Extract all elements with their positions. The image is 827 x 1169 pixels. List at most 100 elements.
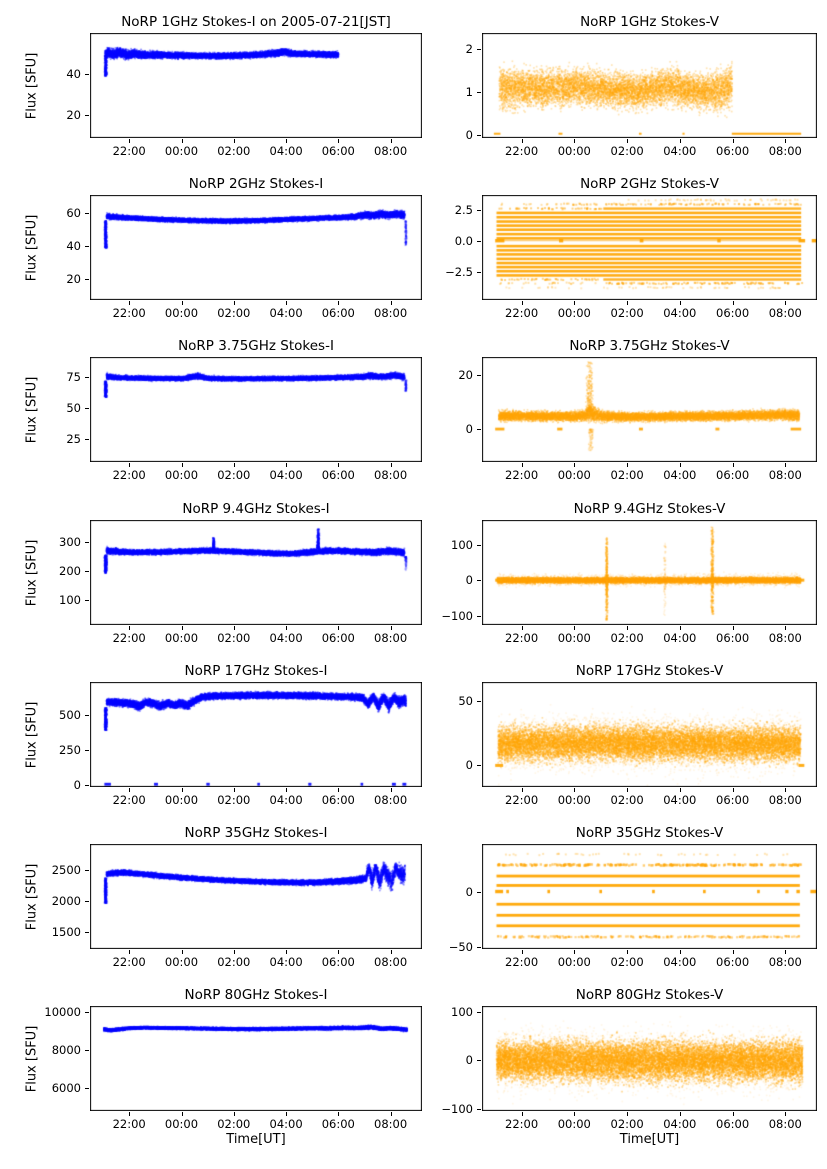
x-tick-label: 00:00: [164, 955, 199, 969]
y-tick-mark: [85, 570, 89, 572]
x-tick-mark: [785, 1112, 787, 1116]
plot-canvas-norp-17ghz-stokes-i: [90, 682, 422, 787]
x-tick-label: 08:00: [374, 1117, 408, 1131]
y-tick-label: 20: [458, 367, 473, 382]
plot-canvas-norp-9-4ghz-stokes-i: [90, 520, 422, 625]
x-tick-label: 02:00: [610, 955, 644, 969]
x-tick-mark: [732, 626, 734, 630]
x-tick-mark: [338, 626, 340, 630]
x-tick-label: 04:00: [663, 793, 697, 807]
x-tick-label: 06:00: [321, 793, 355, 807]
subplot-norp-3-75ghz-stokes-v: [482, 357, 817, 462]
x-tick-label: 08:00: [768, 1117, 802, 1131]
y-tick-label: 20: [66, 272, 81, 287]
y-tick-label: −100: [441, 1102, 473, 1117]
y-tick-label: 1: [465, 84, 473, 99]
x-tick-label: 06:00: [716, 631, 750, 645]
subplot-norp-17ghz-stokes-i: [90, 682, 422, 787]
x-tick-mark: [785, 463, 787, 467]
y-tick-mark: [85, 1011, 89, 1013]
y-tick-label: 2000: [51, 894, 81, 909]
y-tick-mark: [477, 271, 481, 273]
x-tick-mark: [627, 139, 629, 143]
y-tick-label: 10000: [44, 1004, 81, 1019]
x-tick-label: 00:00: [164, 144, 199, 158]
x-tick-mark: [233, 1112, 235, 1116]
y-tick-mark: [477, 374, 481, 376]
y-tick-label: 20: [66, 108, 81, 123]
x-tick-label: 06:00: [716, 144, 750, 158]
y-tick-mark: [477, 1109, 481, 1111]
x-tick-mark: [627, 301, 629, 305]
subplot-norp-9-4ghz-stokes-i: [90, 520, 422, 625]
x-tick-label: 08:00: [374, 144, 408, 158]
chart-title: NoRP 17GHz Stokes-V: [575, 663, 724, 679]
subplot-norp-2ghz-stokes-i: [90, 195, 422, 300]
x-tick-mark: [390, 1112, 392, 1116]
plot-canvas-norp-17ghz-stokes-v: [482, 682, 817, 787]
x-tick-label: 04:00: [269, 306, 303, 320]
x-tick-mark: [129, 139, 131, 143]
y-tick-label: 0: [465, 573, 473, 588]
y-tick-mark: [477, 134, 481, 136]
plot-canvas-norp-1ghz-stokes-i-on-2005-07-21-jst: [90, 33, 422, 138]
y-tick-label: 50: [66, 400, 81, 415]
x-tick-label: 08:00: [374, 955, 408, 969]
x-tick-label: 22:00: [112, 631, 146, 645]
x-tick-label: 22:00: [112, 468, 146, 482]
chart-title: NoRP 1GHz Stokes-V: [580, 14, 719, 30]
x-tick-label: 00:00: [557, 631, 591, 645]
subplot-norp-3-75ghz-stokes-i: [90, 357, 422, 462]
y-tick-label: 2: [465, 42, 473, 57]
x-tick-label: 06:00: [321, 144, 355, 158]
y-tick-mark: [477, 946, 481, 948]
y-tick-label: 8000: [51, 1042, 81, 1057]
x-tick-mark: [785, 626, 787, 630]
x-tick-label: 08:00: [768, 793, 802, 807]
x-tick-label: 06:00: [716, 468, 750, 482]
x-tick-label: 00:00: [164, 1117, 199, 1131]
x-tick-label: 00:00: [164, 306, 199, 320]
x-tick-mark: [521, 139, 523, 143]
y-tick-label: 6000: [51, 1080, 81, 1095]
x-tick-mark: [627, 1112, 629, 1116]
y-tick-label: 100: [451, 1004, 473, 1019]
x-tick-mark: [390, 301, 392, 305]
x-tick-label: 04:00: [269, 468, 303, 482]
x-tick-label: 08:00: [768, 468, 802, 482]
x-tick-mark: [338, 950, 340, 954]
x-tick-label: 00:00: [557, 468, 591, 482]
y-tick-mark: [85, 279, 89, 281]
x-tick-mark: [286, 626, 288, 630]
y-tick-mark: [85, 784, 89, 786]
x-tick-label: 02:00: [610, 144, 644, 158]
x-tick-label: 00:00: [557, 793, 591, 807]
y-tick-mark: [85, 901, 89, 903]
x-tick-label: 00:00: [164, 468, 199, 482]
x-tick-label: 02:00: [610, 631, 644, 645]
subplot-norp-1ghz-stokes-i-on-2005-07-21-jst: [90, 33, 422, 138]
y-tick-label: −50: [448, 939, 473, 954]
y-tick-mark: [85, 715, 89, 717]
x-tick-label: 08:00: [768, 306, 802, 320]
x-tick-mark: [233, 139, 235, 143]
x-tick-mark: [574, 301, 576, 305]
x-axis-label: Time[UT]: [619, 1132, 680, 1147]
y-tick-mark: [477, 1011, 481, 1013]
x-tick-mark: [233, 626, 235, 630]
x-tick-mark: [129, 626, 131, 630]
chart-title: NoRP 9.4GHz Stokes-I: [182, 501, 330, 517]
x-tick-mark: [574, 139, 576, 143]
x-tick-label: 04:00: [269, 631, 303, 645]
chart-title: NoRP 2GHz Stokes-V: [580, 176, 719, 192]
chart-title: NoRP 80GHz Stokes-I: [184, 987, 328, 1003]
x-tick-label: 04:00: [663, 631, 697, 645]
x-tick-label: 04:00: [663, 955, 697, 969]
y-tick-mark: [85, 749, 89, 751]
x-tick-label: 22:00: [505, 1117, 539, 1131]
plot-canvas-norp-2ghz-stokes-i: [90, 195, 422, 300]
y-tick-mark: [85, 213, 89, 215]
x-tick-mark: [732, 139, 734, 143]
y-tick-label: 0: [465, 421, 473, 436]
